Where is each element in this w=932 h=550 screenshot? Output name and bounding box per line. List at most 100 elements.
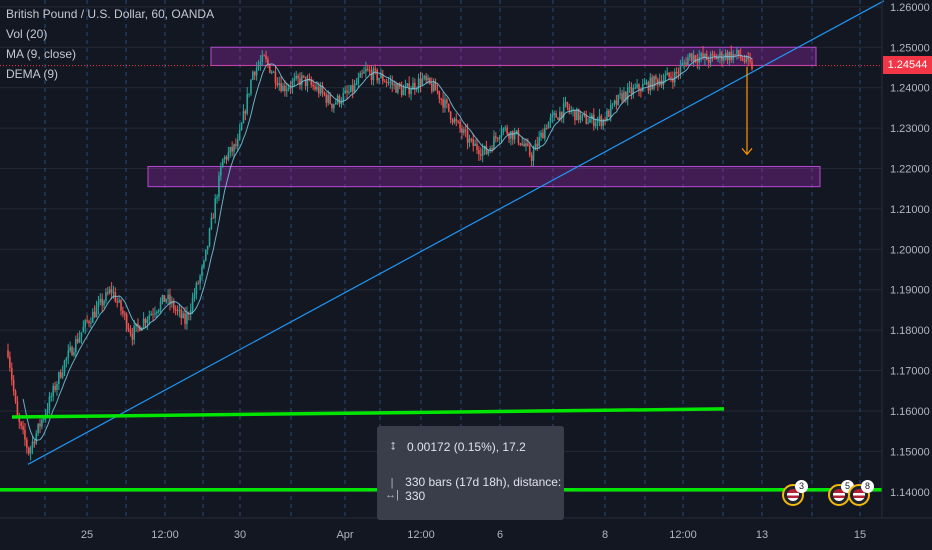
candle-body xyxy=(423,76,426,79)
us-flag-icon[interactable]: 3 xyxy=(782,480,808,506)
candle-body xyxy=(123,313,126,315)
measure-price-change: 0.00172 (0.15%), 17.2 xyxy=(407,440,526,454)
candle-body xyxy=(178,309,181,311)
price-tick-label: 1.19000 xyxy=(890,285,930,297)
candle-body xyxy=(374,68,377,70)
candle-body xyxy=(287,87,290,90)
candle-body xyxy=(745,56,748,62)
price-tick-label: 1.22000 xyxy=(890,163,930,175)
candle-body xyxy=(417,78,420,89)
candle-body xyxy=(734,54,736,56)
candle-body xyxy=(191,297,194,311)
candle-body xyxy=(466,130,469,143)
candle-body xyxy=(304,76,307,86)
candle-body xyxy=(252,71,254,80)
candle-body xyxy=(236,139,239,147)
candle-body xyxy=(14,391,17,402)
candle-body xyxy=(348,91,350,93)
candle-body xyxy=(67,350,70,358)
candle-body xyxy=(696,60,699,63)
candle-body xyxy=(35,433,38,444)
candle-body xyxy=(738,50,740,56)
candle-body xyxy=(250,79,252,94)
candle-body xyxy=(621,93,623,101)
indicator-vol[interactable]: Vol (20) xyxy=(6,27,48,41)
candle-body xyxy=(368,69,371,72)
candle-body xyxy=(18,416,21,423)
candle-body xyxy=(491,147,493,150)
candle-body xyxy=(107,292,109,294)
candle-body xyxy=(690,53,693,61)
candle-body xyxy=(48,396,51,410)
candle-body xyxy=(398,83,401,88)
us-flag-icon[interactable]: 5 xyxy=(828,480,854,506)
candle-body xyxy=(592,114,595,127)
candle-body xyxy=(395,83,397,93)
candle-body xyxy=(253,71,256,76)
candle-body xyxy=(314,86,316,90)
time-tick-label: 25 xyxy=(81,529,93,541)
time-tick-label: 12:00 xyxy=(407,529,435,541)
candle-body xyxy=(33,441,36,444)
price-tick-label: 1.14000 xyxy=(890,487,930,499)
candle-body xyxy=(402,90,405,96)
candle-body xyxy=(749,59,751,62)
candle-body xyxy=(137,323,139,326)
candle-body xyxy=(108,289,111,294)
candle-body xyxy=(470,138,473,140)
price-axis[interactable]: 1.26000 1.25000 1.24000 1.23000 1.22000 1.210… xyxy=(881,0,930,518)
candle-body xyxy=(687,57,689,65)
candle-body xyxy=(668,72,670,77)
candle-body xyxy=(741,57,744,61)
event-count: 8 xyxy=(861,480,874,493)
target-arrow-head xyxy=(741,147,753,156)
candle-body xyxy=(265,55,267,60)
candle-body xyxy=(78,337,81,343)
candle-body xyxy=(272,71,275,73)
candle-body xyxy=(513,132,516,140)
candle-body xyxy=(606,110,608,121)
candle-body xyxy=(233,144,235,152)
candle-body xyxy=(221,159,224,168)
candle-body xyxy=(430,83,433,92)
candle-body xyxy=(129,329,132,334)
candle-body xyxy=(342,93,345,102)
candle-body xyxy=(715,55,718,60)
time-tick-label: 6 xyxy=(497,529,503,541)
candle-body xyxy=(419,78,422,86)
candle-body xyxy=(76,339,79,343)
indicator-ma[interactable]: MA (9, close) xyxy=(6,47,77,61)
candle-body xyxy=(453,118,456,123)
symbol-title[interactable]: British Pound / U.S. Dollar, 60, OANDA xyxy=(6,7,215,21)
price-zones[interactable] xyxy=(147,46,821,188)
candle-body xyxy=(227,152,230,160)
candle-body xyxy=(463,129,465,133)
candle-body xyxy=(195,283,198,295)
candle-body xyxy=(711,54,714,56)
candle-body xyxy=(238,129,241,140)
candle-body xyxy=(577,108,580,121)
candle-body xyxy=(689,53,691,58)
candle-body xyxy=(317,86,320,94)
candle-body xyxy=(679,65,682,73)
candle-body xyxy=(705,53,708,61)
candle-body xyxy=(532,150,535,161)
candle-body xyxy=(361,73,363,75)
candle-body xyxy=(478,149,480,155)
candle-body xyxy=(472,139,475,147)
candle-body xyxy=(186,313,188,325)
candle-body xyxy=(730,52,733,60)
candle-body xyxy=(655,76,657,80)
candle-body xyxy=(519,143,522,146)
price-tick-label: 1.26000 xyxy=(890,2,930,14)
indicator-dema[interactable]: DEMA (9) xyxy=(6,67,59,81)
candle-body xyxy=(69,347,71,351)
time-axis[interactable]: 25 12:00 30 Apr 12:00 6 8 12:00 13 15 xyxy=(81,529,866,541)
candle-body xyxy=(598,115,601,120)
candle-body xyxy=(116,301,119,303)
support-zone xyxy=(147,165,821,188)
us-flag-icon[interactable]: 8 xyxy=(848,480,874,506)
candle-body xyxy=(732,54,734,60)
measure-bars: 330 bars (17d 18h), distance: 330 xyxy=(405,475,562,503)
candle-body xyxy=(583,114,586,116)
